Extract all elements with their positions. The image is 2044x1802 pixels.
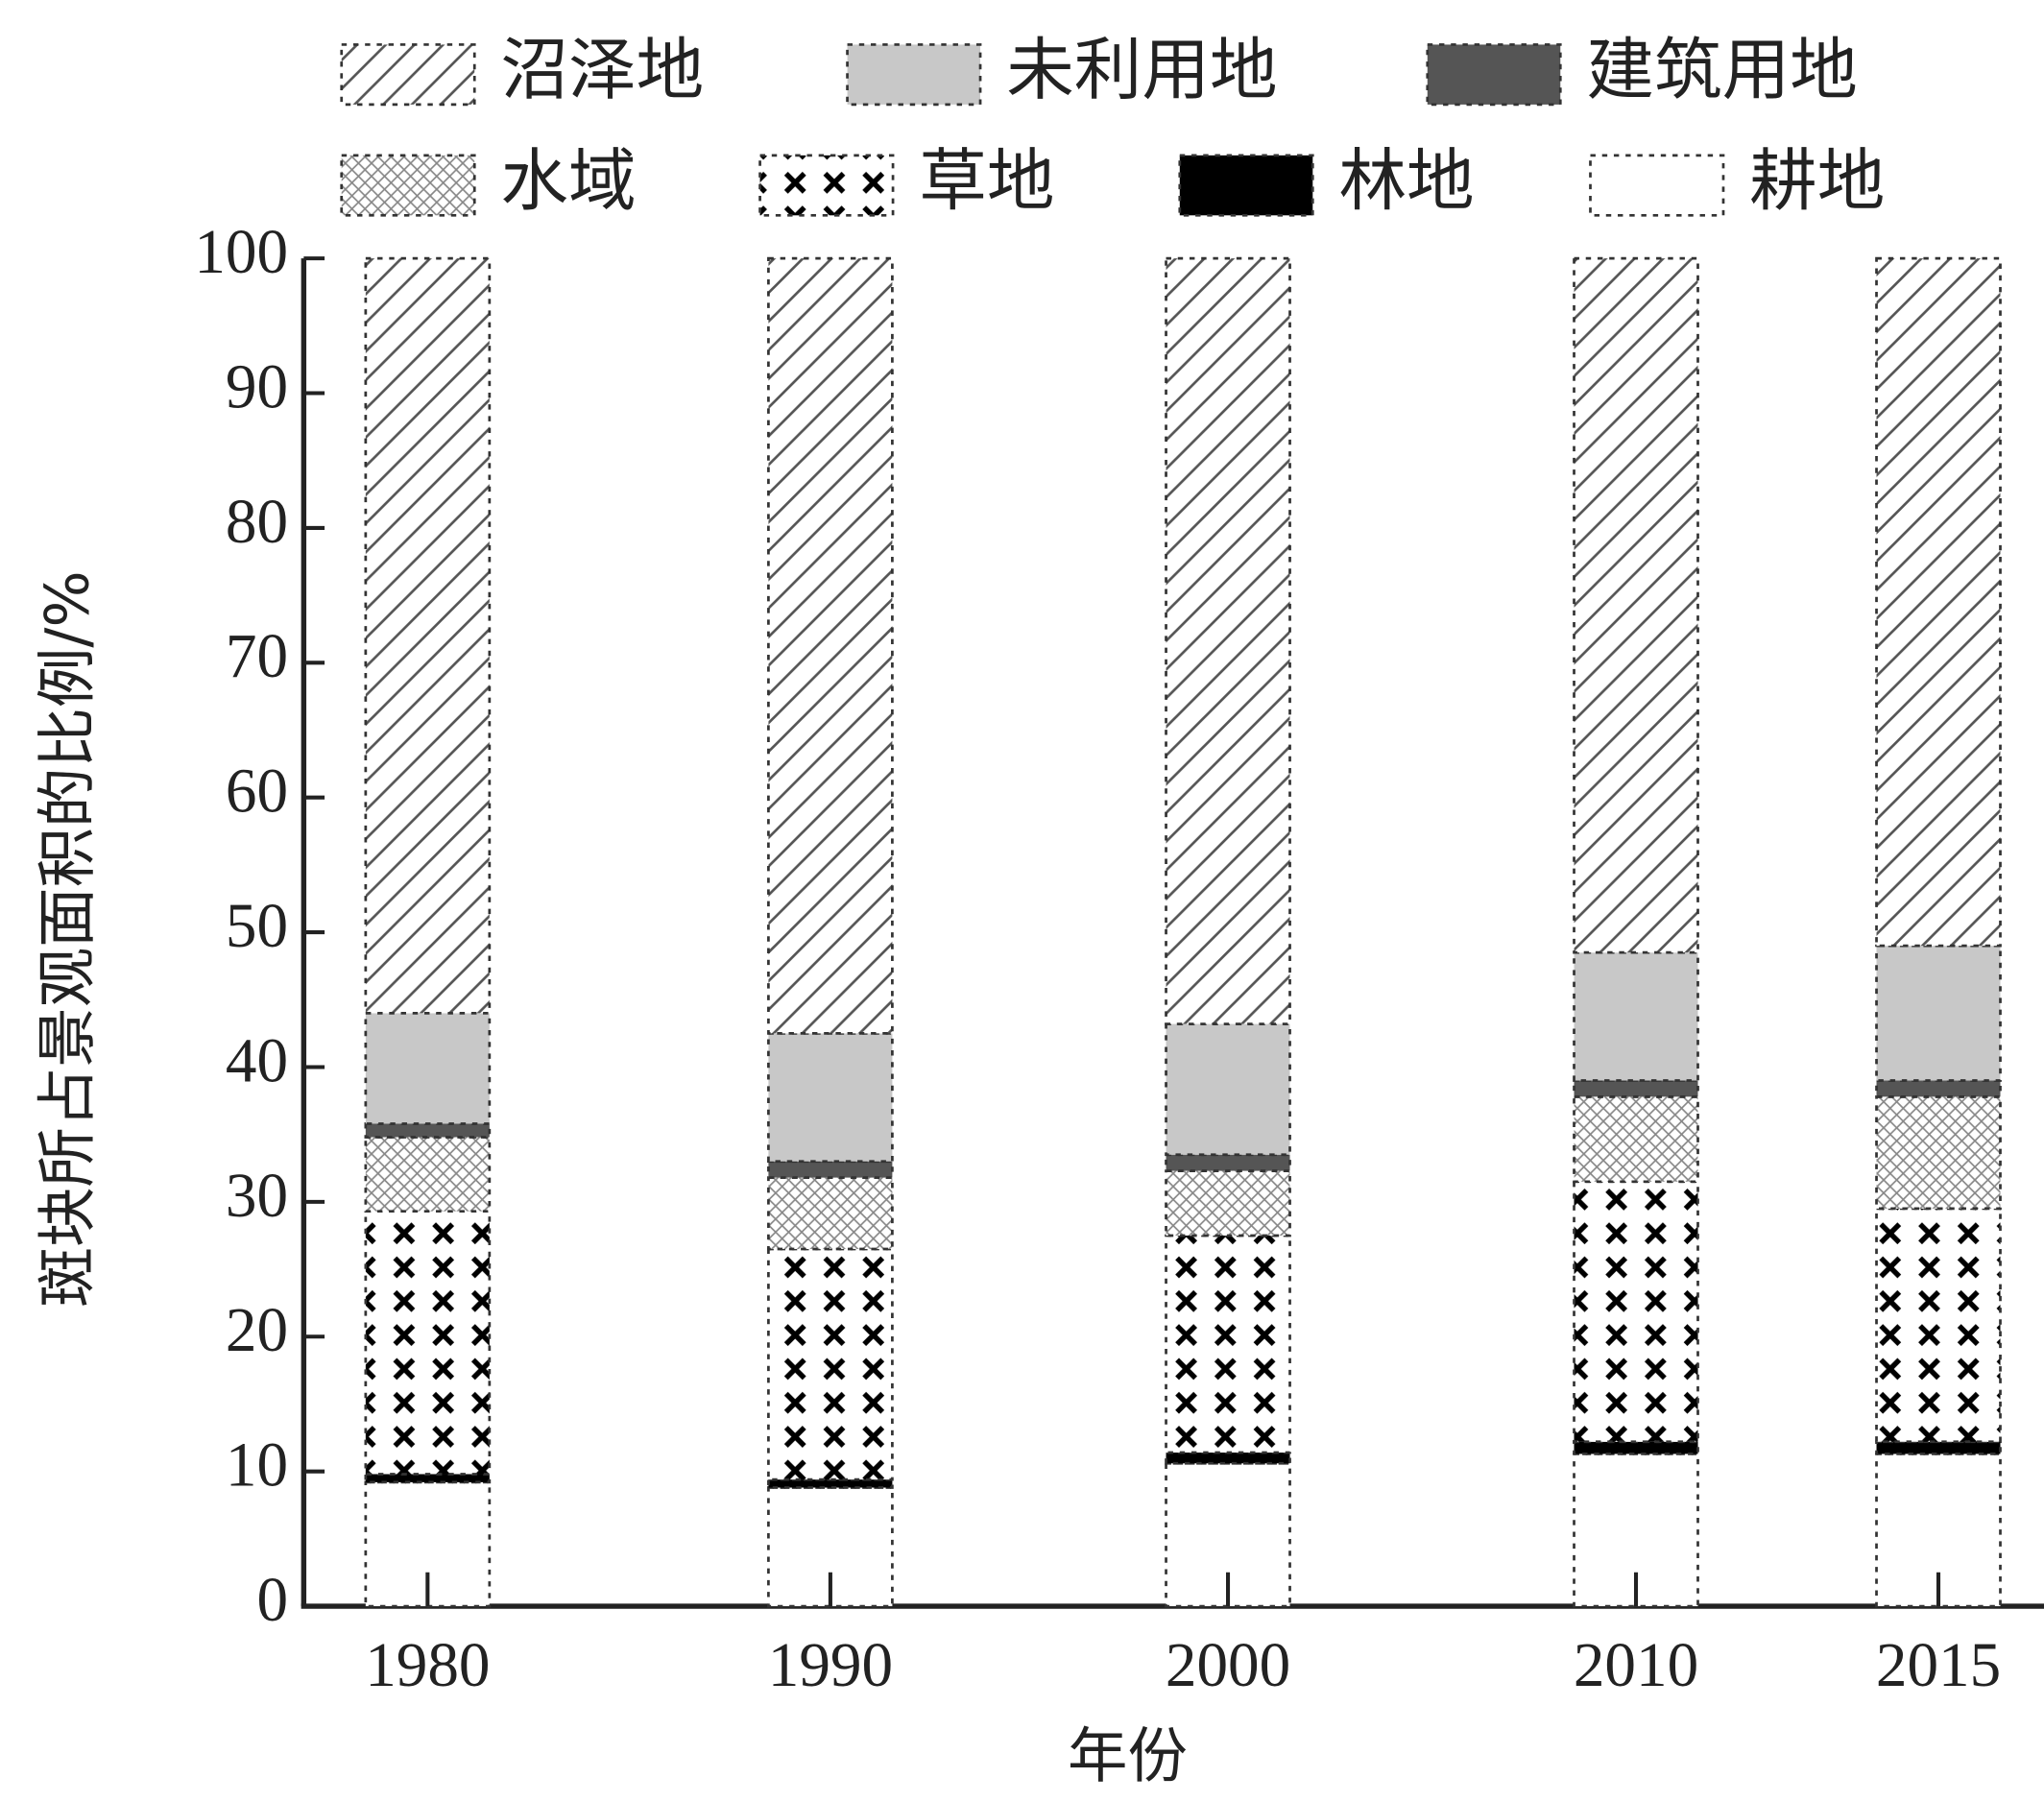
- legend-label: 草地: [919, 141, 1054, 221]
- bar-segment: [1165, 1153, 1291, 1172]
- bar-segment: [1573, 256, 1699, 954]
- bar-segment: [1875, 1079, 2002, 1098]
- legend-label: 耕地: [1749, 141, 1885, 221]
- legend-swatch: [846, 43, 982, 107]
- x-tick-label: 2015: [1876, 1631, 2001, 1700]
- x-tick-label: 2010: [1574, 1631, 1698, 1700]
- x-tick-label: 2000: [1166, 1631, 1290, 1700]
- bar-segment: [767, 1176, 894, 1251]
- legend-swatch: [1178, 154, 1314, 217]
- legend-label: 沼泽地: [500, 30, 704, 109]
- x-tick-label: 1980: [365, 1631, 490, 1700]
- bar-segment: [767, 1247, 894, 1481]
- bar-segment: [767, 1032, 894, 1164]
- legend-swatch: [340, 43, 476, 107]
- y-tick-label: 40: [226, 1026, 288, 1095]
- bar-segment: [1875, 1095, 2002, 1211]
- y-tick-label: 10: [226, 1431, 288, 1501]
- bar-segment: [364, 1210, 492, 1476]
- legend-swatch: [758, 154, 895, 217]
- bar-segment: [1573, 950, 1699, 1082]
- bar-segment: [1165, 1234, 1291, 1454]
- legend-swatch: [1589, 154, 1725, 217]
- bar-segment: [364, 256, 492, 1015]
- bar-segment: [1875, 944, 2002, 1082]
- y-tick-label: 100: [194, 218, 288, 287]
- bar-segment: [1165, 1022, 1291, 1157]
- legend-label: 未利用地: [1006, 30, 1277, 109]
- y-tick-label: 50: [226, 892, 288, 961]
- y-tick-label: 60: [226, 757, 288, 827]
- bar-segment: [1875, 1207, 2002, 1444]
- bar-segment: [364, 1122, 492, 1139]
- bar-segment: [767, 1160, 894, 1179]
- y-tick-label: 20: [226, 1296, 288, 1365]
- bar-segment: [1165, 256, 1291, 1025]
- bar-segment: [1573, 1180, 1699, 1444]
- y-tick-label: 30: [226, 1162, 288, 1231]
- bar-segment: [1573, 1095, 1699, 1184]
- legend-label: 建筑用地: [1586, 30, 1857, 109]
- bar-segment: [1573, 1079, 1699, 1098]
- legend-label: 水域: [500, 141, 636, 221]
- bar-segment: [767, 256, 894, 1035]
- bar-segment: [1875, 256, 2002, 948]
- bar-segment: [364, 1136, 492, 1213]
- y-axis-label: 斑块所占景观面积的比例/%: [33, 570, 103, 1307]
- bar-segment: [1573, 1440, 1699, 1455]
- bar-segment: [364, 1011, 492, 1125]
- bar-segment: [1165, 1451, 1291, 1465]
- x-tick-label: 1990: [768, 1631, 893, 1700]
- legend-swatch: [340, 154, 476, 217]
- y-tick-label: 0: [256, 1566, 288, 1635]
- y-tick-label: 90: [226, 352, 288, 421]
- bar-segment: [1875, 1440, 2002, 1455]
- bar-segment: [1165, 1169, 1291, 1237]
- legend-label: 林地: [1338, 141, 1474, 221]
- x-axis-label: 年份: [1068, 1720, 1188, 1790]
- y-tick-label: 70: [226, 622, 288, 691]
- y-tick-label: 80: [226, 488, 288, 557]
- legend-swatch: [1426, 43, 1562, 107]
